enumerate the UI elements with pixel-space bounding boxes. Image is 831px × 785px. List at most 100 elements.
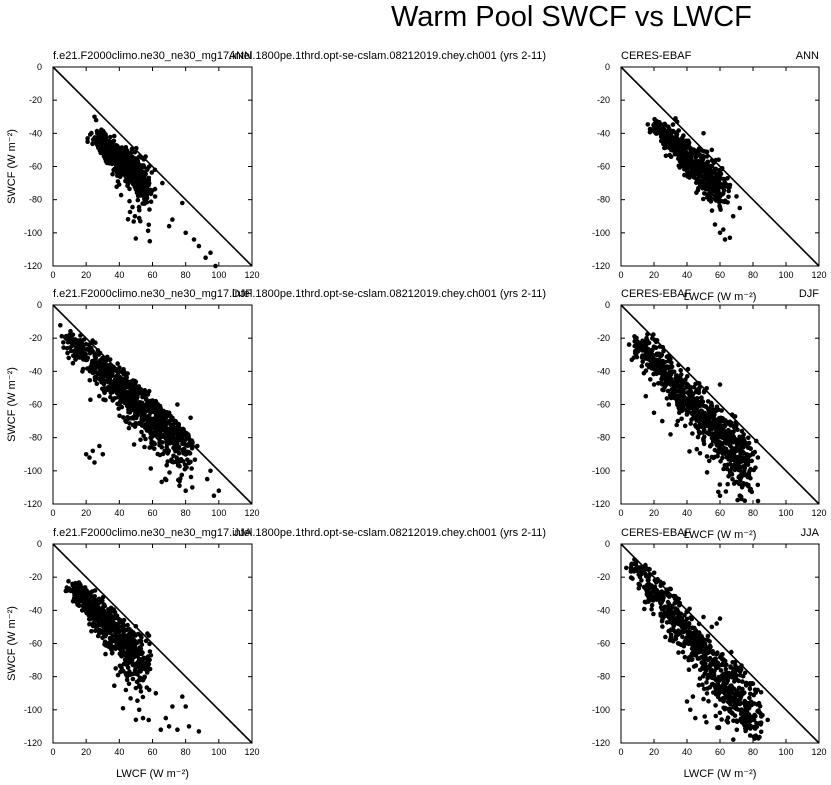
scatter-point <box>70 339 76 344</box>
scatter-point <box>116 152 122 157</box>
scatter-point <box>726 700 732 705</box>
y-tick-label: -40 <box>29 366 42 376</box>
scatter-point <box>182 432 188 438</box>
scatter-point <box>130 630 136 635</box>
scatter-point <box>724 184 730 189</box>
scatter-point <box>109 647 114 652</box>
scatter-point <box>94 128 100 134</box>
scatter-point <box>646 592 652 598</box>
scatter-point <box>668 620 674 625</box>
scatter-point <box>700 666 705 671</box>
panel-4: 0 20 40 60 80 100 1200-20-40-60-80-100-120CERE… <box>592 288 827 541</box>
scatter-point <box>697 451 703 456</box>
scatter-point <box>108 626 113 631</box>
scatter-point <box>668 432 673 437</box>
scatter-point <box>61 340 66 345</box>
scatter-point <box>90 448 96 454</box>
scatter-point <box>755 482 761 488</box>
scatter-point <box>697 414 702 420</box>
scatter-point <box>650 336 655 341</box>
x-axis-label: LWCF (W m⁻²) <box>684 529 757 541</box>
scatter-point <box>114 184 119 190</box>
scatter-point <box>714 651 719 657</box>
scatter-point <box>123 687 129 693</box>
scatter-point <box>128 696 133 701</box>
scatter-point <box>707 444 713 449</box>
scatter-point <box>735 707 741 712</box>
scatter-point <box>179 437 184 443</box>
scatter-point <box>108 134 113 140</box>
scatter-point <box>165 459 170 464</box>
scatter-point <box>643 567 649 572</box>
scatter-point <box>688 707 693 713</box>
scatter-point <box>730 432 735 438</box>
scatter-point <box>110 619 115 625</box>
scatter-point <box>87 455 92 460</box>
scatter-point <box>663 133 669 138</box>
scatter-point <box>665 388 671 394</box>
scatter-point <box>717 419 722 425</box>
scatter-point <box>695 426 701 431</box>
scatter-point <box>740 449 746 455</box>
scatter-point <box>715 664 721 669</box>
scatter-point <box>701 149 707 154</box>
scatter-point <box>70 360 76 366</box>
scatter-point <box>722 691 728 696</box>
scatter-point <box>149 170 155 175</box>
scatter-point <box>712 222 718 227</box>
scatter-point <box>134 145 139 151</box>
scatter-point <box>68 328 73 334</box>
scatter-point <box>733 462 738 468</box>
scatter-point <box>721 466 726 472</box>
scatter-point <box>689 164 695 170</box>
x-axis-label: LWCF (W m⁻²) <box>684 768 757 780</box>
scatter-point <box>120 639 126 645</box>
scatter-point <box>211 493 217 499</box>
scatter-point <box>717 382 723 387</box>
scatter-point <box>136 639 142 644</box>
y-tick-label: -100 <box>24 466 42 476</box>
x-tick-label: 80 <box>181 508 191 518</box>
scatter-point <box>114 613 120 618</box>
scatter-point <box>145 668 150 673</box>
scatter-point <box>696 621 702 627</box>
scatter-point <box>131 180 136 186</box>
scatter-point <box>747 468 752 474</box>
scatter-point <box>183 488 188 494</box>
scatter-point <box>716 157 721 162</box>
scatter-point <box>701 436 706 442</box>
x-tick-label: 0 <box>50 747 55 757</box>
scatter-point <box>208 468 213 474</box>
scatter-point <box>80 588 85 593</box>
panel-dataset-label: CERES-EBAF <box>621 288 692 300</box>
scatter-point <box>120 382 126 387</box>
scatter-point <box>755 498 761 504</box>
scatter-point <box>748 691 753 697</box>
scatter-point <box>119 624 125 629</box>
scatter-point <box>144 408 149 414</box>
scatter-point <box>723 682 728 687</box>
scatter-point <box>639 363 645 369</box>
y-tick-label: -100 <box>592 466 610 476</box>
scatter-point <box>137 400 143 405</box>
scatter-point <box>732 713 738 718</box>
y-tick-label: 0 <box>37 300 42 310</box>
scatter-point <box>180 200 185 206</box>
scatter-point <box>716 691 722 697</box>
scatter-point <box>175 463 181 468</box>
scatter-point <box>713 409 718 414</box>
scatter-point <box>93 340 98 346</box>
scatter-point <box>178 457 184 462</box>
scatter-point <box>681 396 686 402</box>
x-tick-label: 120 <box>244 508 259 518</box>
scatter-point <box>747 686 753 692</box>
scatter-point <box>729 710 735 715</box>
scatter-point <box>155 429 160 434</box>
scatter-point <box>78 598 83 604</box>
scatter-point <box>739 663 744 668</box>
scatter-point <box>736 678 741 684</box>
scatter-point <box>138 404 144 410</box>
scatter-point <box>94 381 100 387</box>
scatter-point <box>144 199 150 205</box>
scatter-point <box>727 235 733 241</box>
